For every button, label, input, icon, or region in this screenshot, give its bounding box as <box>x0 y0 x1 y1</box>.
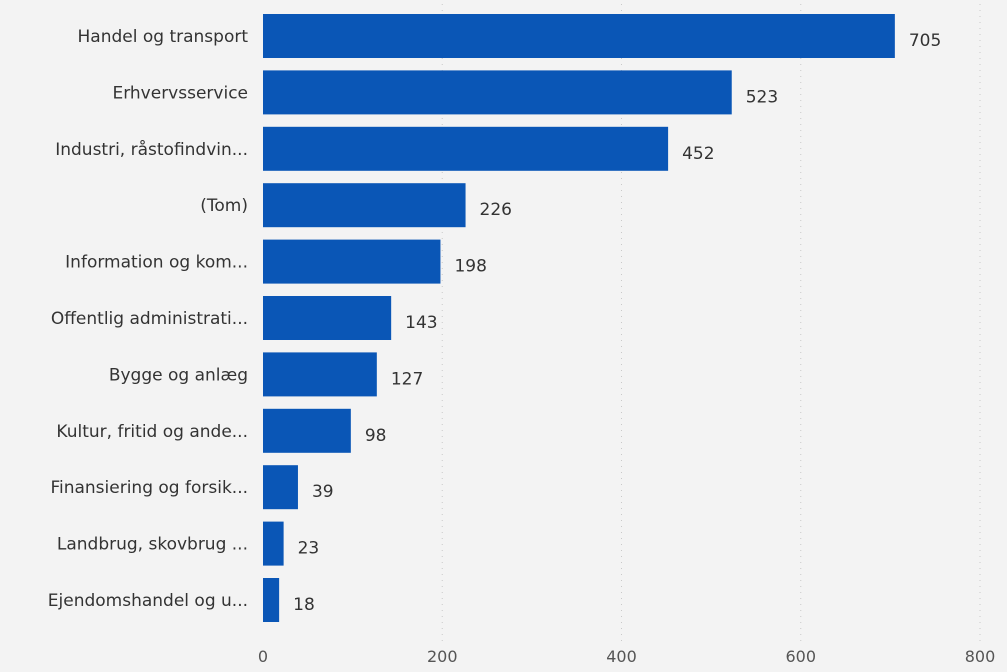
bar[interactable] <box>263 183 466 228</box>
category-label: Erhvervsservice <box>112 83 248 103</box>
bar[interactable] <box>263 521 284 566</box>
x-tick-label: 0 <box>258 647 268 666</box>
x-tick-label: 400 <box>606 647 637 666</box>
bar[interactable] <box>263 70 732 115</box>
category-label: Finansiering og forsik... <box>50 478 248 498</box>
data-label: 705 <box>909 31 941 51</box>
bar[interactable] <box>263 126 669 171</box>
bar[interactable] <box>263 352 377 397</box>
bar[interactable] <box>263 465 298 510</box>
data-label: 226 <box>480 200 512 220</box>
data-label: 127 <box>391 369 423 389</box>
category-label: Information og kom... <box>65 253 248 273</box>
bar[interactable] <box>263 239 441 284</box>
data-label: 98 <box>365 426 387 446</box>
category-label: Landbrug, skovbrug ... <box>57 535 248 555</box>
bar-layer <box>263 14 895 622</box>
category-label: Handel og transport <box>78 27 249 47</box>
data-label: 39 <box>312 482 334 502</box>
category-label: Ejendomshandel og u... <box>48 591 248 611</box>
data-label: 23 <box>298 539 320 559</box>
label-layer: Handel og transport 705 Erhvervsservice 523… <box>48 27 942 615</box>
data-label: 452 <box>682 144 714 164</box>
data-label: 143 <box>405 313 437 333</box>
bar[interactable] <box>263 14 895 58</box>
x-tick-label: 200 <box>427 647 458 666</box>
category-label: Kultur, fritid og ande... <box>56 422 248 442</box>
data-label: 198 <box>454 257 486 277</box>
data-label: 523 <box>746 87 778 107</box>
category-label: (Tom) <box>200 196 248 216</box>
x-tick-label: 800 <box>965 647 996 666</box>
grid-layer <box>441 4 981 642</box>
category-label: Offentlig administrati... <box>51 309 248 329</box>
bar[interactable] <box>263 578 280 622</box>
bar[interactable] <box>263 408 351 453</box>
x-axis-ticks: 0 200 400 600 800 <box>258 647 995 666</box>
data-label: 18 <box>293 595 315 615</box>
category-label: Bygge og anlæg <box>109 365 248 385</box>
bar[interactable] <box>263 296 392 340</box>
x-tick-label: 600 <box>785 647 816 666</box>
category-label: Industri, råstofindvin... <box>55 139 248 160</box>
